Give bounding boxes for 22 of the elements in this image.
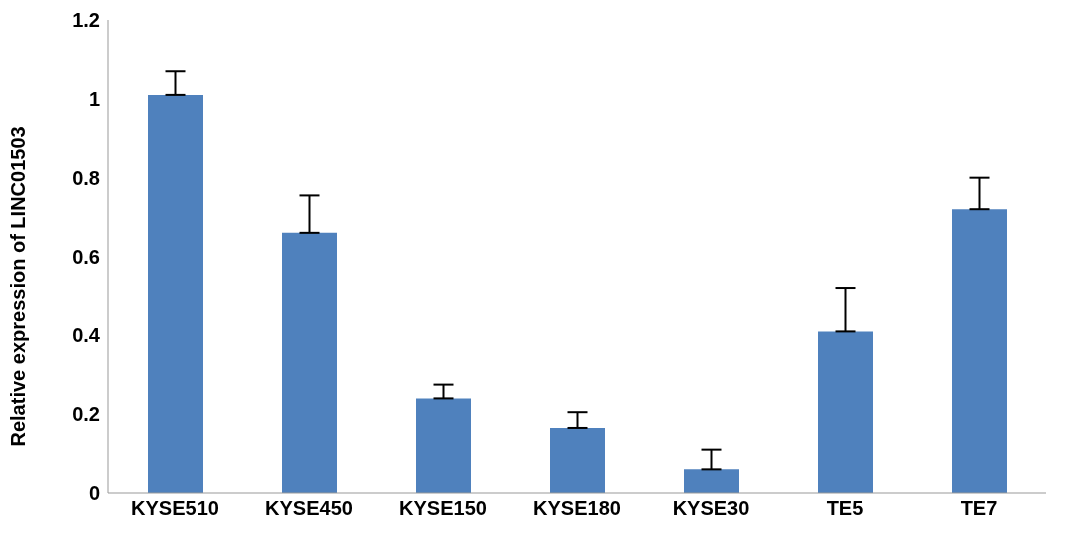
- x-tick-label: TE5: [826, 497, 864, 520]
- x-tick-label: KYSE180: [533, 497, 621, 520]
- y-tick-label: 0.6: [72, 245, 100, 268]
- y-axis-title: Relative expression of LINC01503: [7, 126, 30, 447]
- x-tick-label: KYSE30: [672, 497, 750, 520]
- bar: [818, 331, 873, 493]
- y-tick-label: 1: [88, 87, 100, 110]
- bar: [684, 469, 739, 493]
- x-tick-label: KYSE150: [399, 497, 487, 520]
- y-tick-label: 1.2: [72, 9, 100, 32]
- bar: [416, 398, 471, 493]
- bar: [282, 232, 337, 493]
- x-tick-label: TE7: [960, 497, 998, 520]
- y-tick-label: 0.2: [72, 403, 100, 426]
- bar: [952, 209, 1007, 493]
- bar: [550, 427, 605, 493]
- x-tick-label: KYSE510: [131, 497, 219, 520]
- y-tick-label: 0: [88, 482, 100, 505]
- y-tick-label: 0.8: [72, 166, 100, 189]
- x-tick-label: KYSE450: [265, 497, 353, 520]
- y-tick-label: 0.4: [72, 324, 101, 347]
- bar: [148, 94, 203, 493]
